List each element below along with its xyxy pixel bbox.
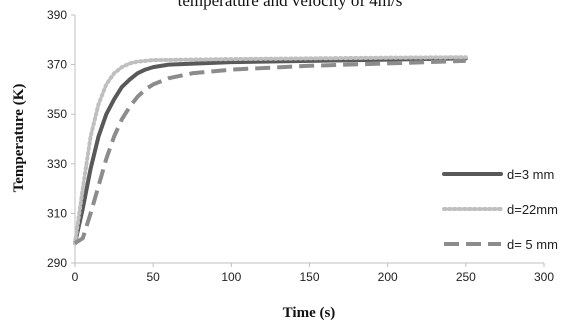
y-tick-label: 310 — [47, 206, 67, 220]
x-tick-label: 200 — [378, 270, 398, 284]
x-tick-label: 150 — [299, 270, 319, 284]
series-layer — [73, 55, 468, 246]
y-tick-label: 330 — [47, 157, 67, 171]
legend-label-2: d=22mm — [507, 202, 558, 217]
series-line-1 — [73, 56, 468, 246]
legend-label-3: d= 5 mm — [507, 237, 558, 252]
y-tick-label: 390 — [47, 8, 67, 22]
y-axis-title: Temperature (K) — [11, 84, 27, 193]
series-line-3 — [73, 58, 466, 245]
series-line-2 — [73, 55, 468, 246]
x-axis-ticks: 0 50 100 150 200 250 300 — [72, 263, 554, 284]
chart-title: temperature and velocity of 4m/s — [178, 0, 403, 10]
x-tick-label: 300 — [534, 270, 554, 284]
x-tick-label: 100 — [221, 270, 241, 284]
x-tick-label: 0 — [72, 270, 79, 284]
legend: d=3 mm d=22mm d= 5 mm — [442, 167, 558, 252]
x-axis-title: Time (s) — [283, 305, 336, 321]
legend-label-1: d=3 mm — [507, 167, 554, 182]
y-axis-ticks: 290 310 330 350 370 390 — [47, 8, 75, 270]
y-tick-label: 350 — [47, 107, 67, 121]
y-tick-label: 290 — [47, 256, 67, 270]
x-tick-label: 50 — [146, 270, 160, 284]
x-tick-label: 250 — [456, 270, 476, 284]
y-tick-label: 370 — [47, 58, 67, 72]
